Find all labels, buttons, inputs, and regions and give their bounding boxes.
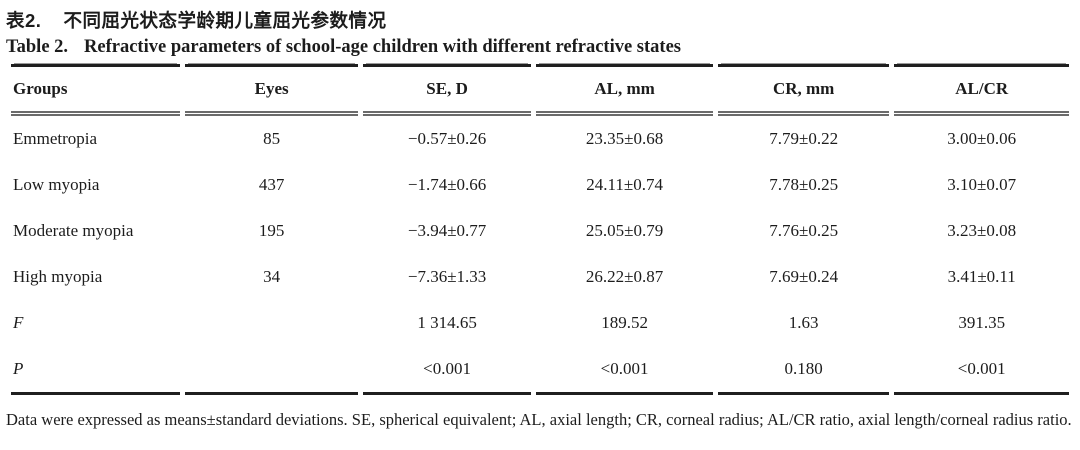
cell-alcr: 391.35 [958, 313, 1006, 332]
cell-al: 26.22±0.87 [585, 267, 664, 286]
table-row-p-value: P <0.001 <0.001 0.180 <0.001 [11, 346, 1069, 395]
column-header-alcr: AL/CR [894, 64, 1069, 116]
cell-se: −3.94±0.77 [407, 221, 487, 240]
column-header-se: SE, D [362, 64, 532, 116]
cell-alcr: 3.23±0.08 [947, 221, 1017, 240]
table-row-high-myopia: High myopia 34 −7.36±1.33 26.22±0.87 7.6… [11, 254, 1069, 300]
cell-alcr: <0.001 [894, 346, 1069, 395]
table-number-en: Table 2. [6, 37, 69, 57]
cell-alcr: 3.41±0.11 [947, 267, 1016, 286]
cell-eyes: 437 [258, 175, 285, 194]
table-number-zh: 表2. [6, 10, 42, 31]
cell-eyes [185, 300, 358, 346]
cell-group: High myopia [13, 267, 103, 286]
table-title-english: Table 2. Refractive parameters of school-… [6, 34, 1074, 60]
column-header-al: AL, mm [536, 64, 713, 116]
cell-cr: 7.78±0.25 [769, 175, 839, 194]
cell-cr: 0.180 [717, 346, 890, 395]
cell-cr: 7.76±0.25 [769, 221, 839, 240]
cell-se: −0.57±0.26 [407, 129, 487, 148]
table-row-moderate-myopia: Moderate myopia 195 −3.94±0.77 25.05±0.7… [11, 208, 1069, 254]
cell-eyes: 195 [258, 221, 285, 240]
cell-cr: 7.69±0.24 [769, 267, 839, 286]
cell-alcr: 3.00±0.06 [947, 129, 1017, 148]
table-title-zh-text: 不同屈光状态学龄期儿童屈光参数情况 [63, 10, 387, 31]
cell-group: P [11, 346, 181, 395]
cell-group: Emmetropia [13, 129, 98, 148]
cell-cr: 7.79±0.22 [769, 129, 839, 148]
table-footnote: Data were expressed as means±standard de… [6, 410, 1072, 429]
column-header-eyes: Eyes [185, 64, 358, 116]
table-row-low-myopia: Low myopia 437 −1.74±0.66 24.11±0.74 7.7… [11, 162, 1069, 208]
cell-se: −7.36±1.33 [407, 267, 487, 286]
table-row-emmetropia: Emmetropia 85 −0.57±0.26 23.35±0.68 7.79… [11, 116, 1069, 162]
table-title-chinese: 表2. 不同屈光状态学龄期儿童屈光参数情况 [6, 8, 1074, 34]
cell-cr: 1.63 [788, 313, 819, 332]
table-title-en-text: Refractive parameters of school-age chil… [84, 37, 681, 57]
cell-al: <0.001 [536, 346, 713, 395]
table-row-f-statistic: F 1 314.65 189.52 1.63 391.35 [11, 300, 1069, 346]
cell-group: Moderate myopia [13, 221, 134, 240]
cell-se: −1.74±0.66 [407, 175, 487, 194]
refractive-parameters-table: Groups Eyes SE, D AL, mm CR, mm AL/CR Em… [6, 64, 1074, 395]
cell-eyes: 85 [263, 129, 281, 148]
cell-se: <0.001 [362, 346, 532, 395]
column-header-cr: CR, mm [717, 64, 890, 116]
cell-eyes: 34 [263, 267, 281, 286]
table-header-row: Groups Eyes SE, D AL, mm CR, mm AL/CR [11, 64, 1069, 116]
column-header-groups: Groups [11, 64, 181, 116]
cell-al: 24.11±0.74 [586, 175, 663, 194]
cell-group: F [13, 313, 24, 332]
cell-al: 23.35±0.68 [585, 129, 664, 148]
cell-se: 1 314.65 [417, 313, 477, 332]
cell-eyes [185, 346, 358, 395]
cell-al: 25.05±0.79 [585, 221, 664, 240]
cell-alcr: 3.10±0.07 [947, 175, 1017, 194]
cell-al: 189.52 [601, 313, 648, 332]
cell-group: Low myopia [13, 175, 100, 194]
